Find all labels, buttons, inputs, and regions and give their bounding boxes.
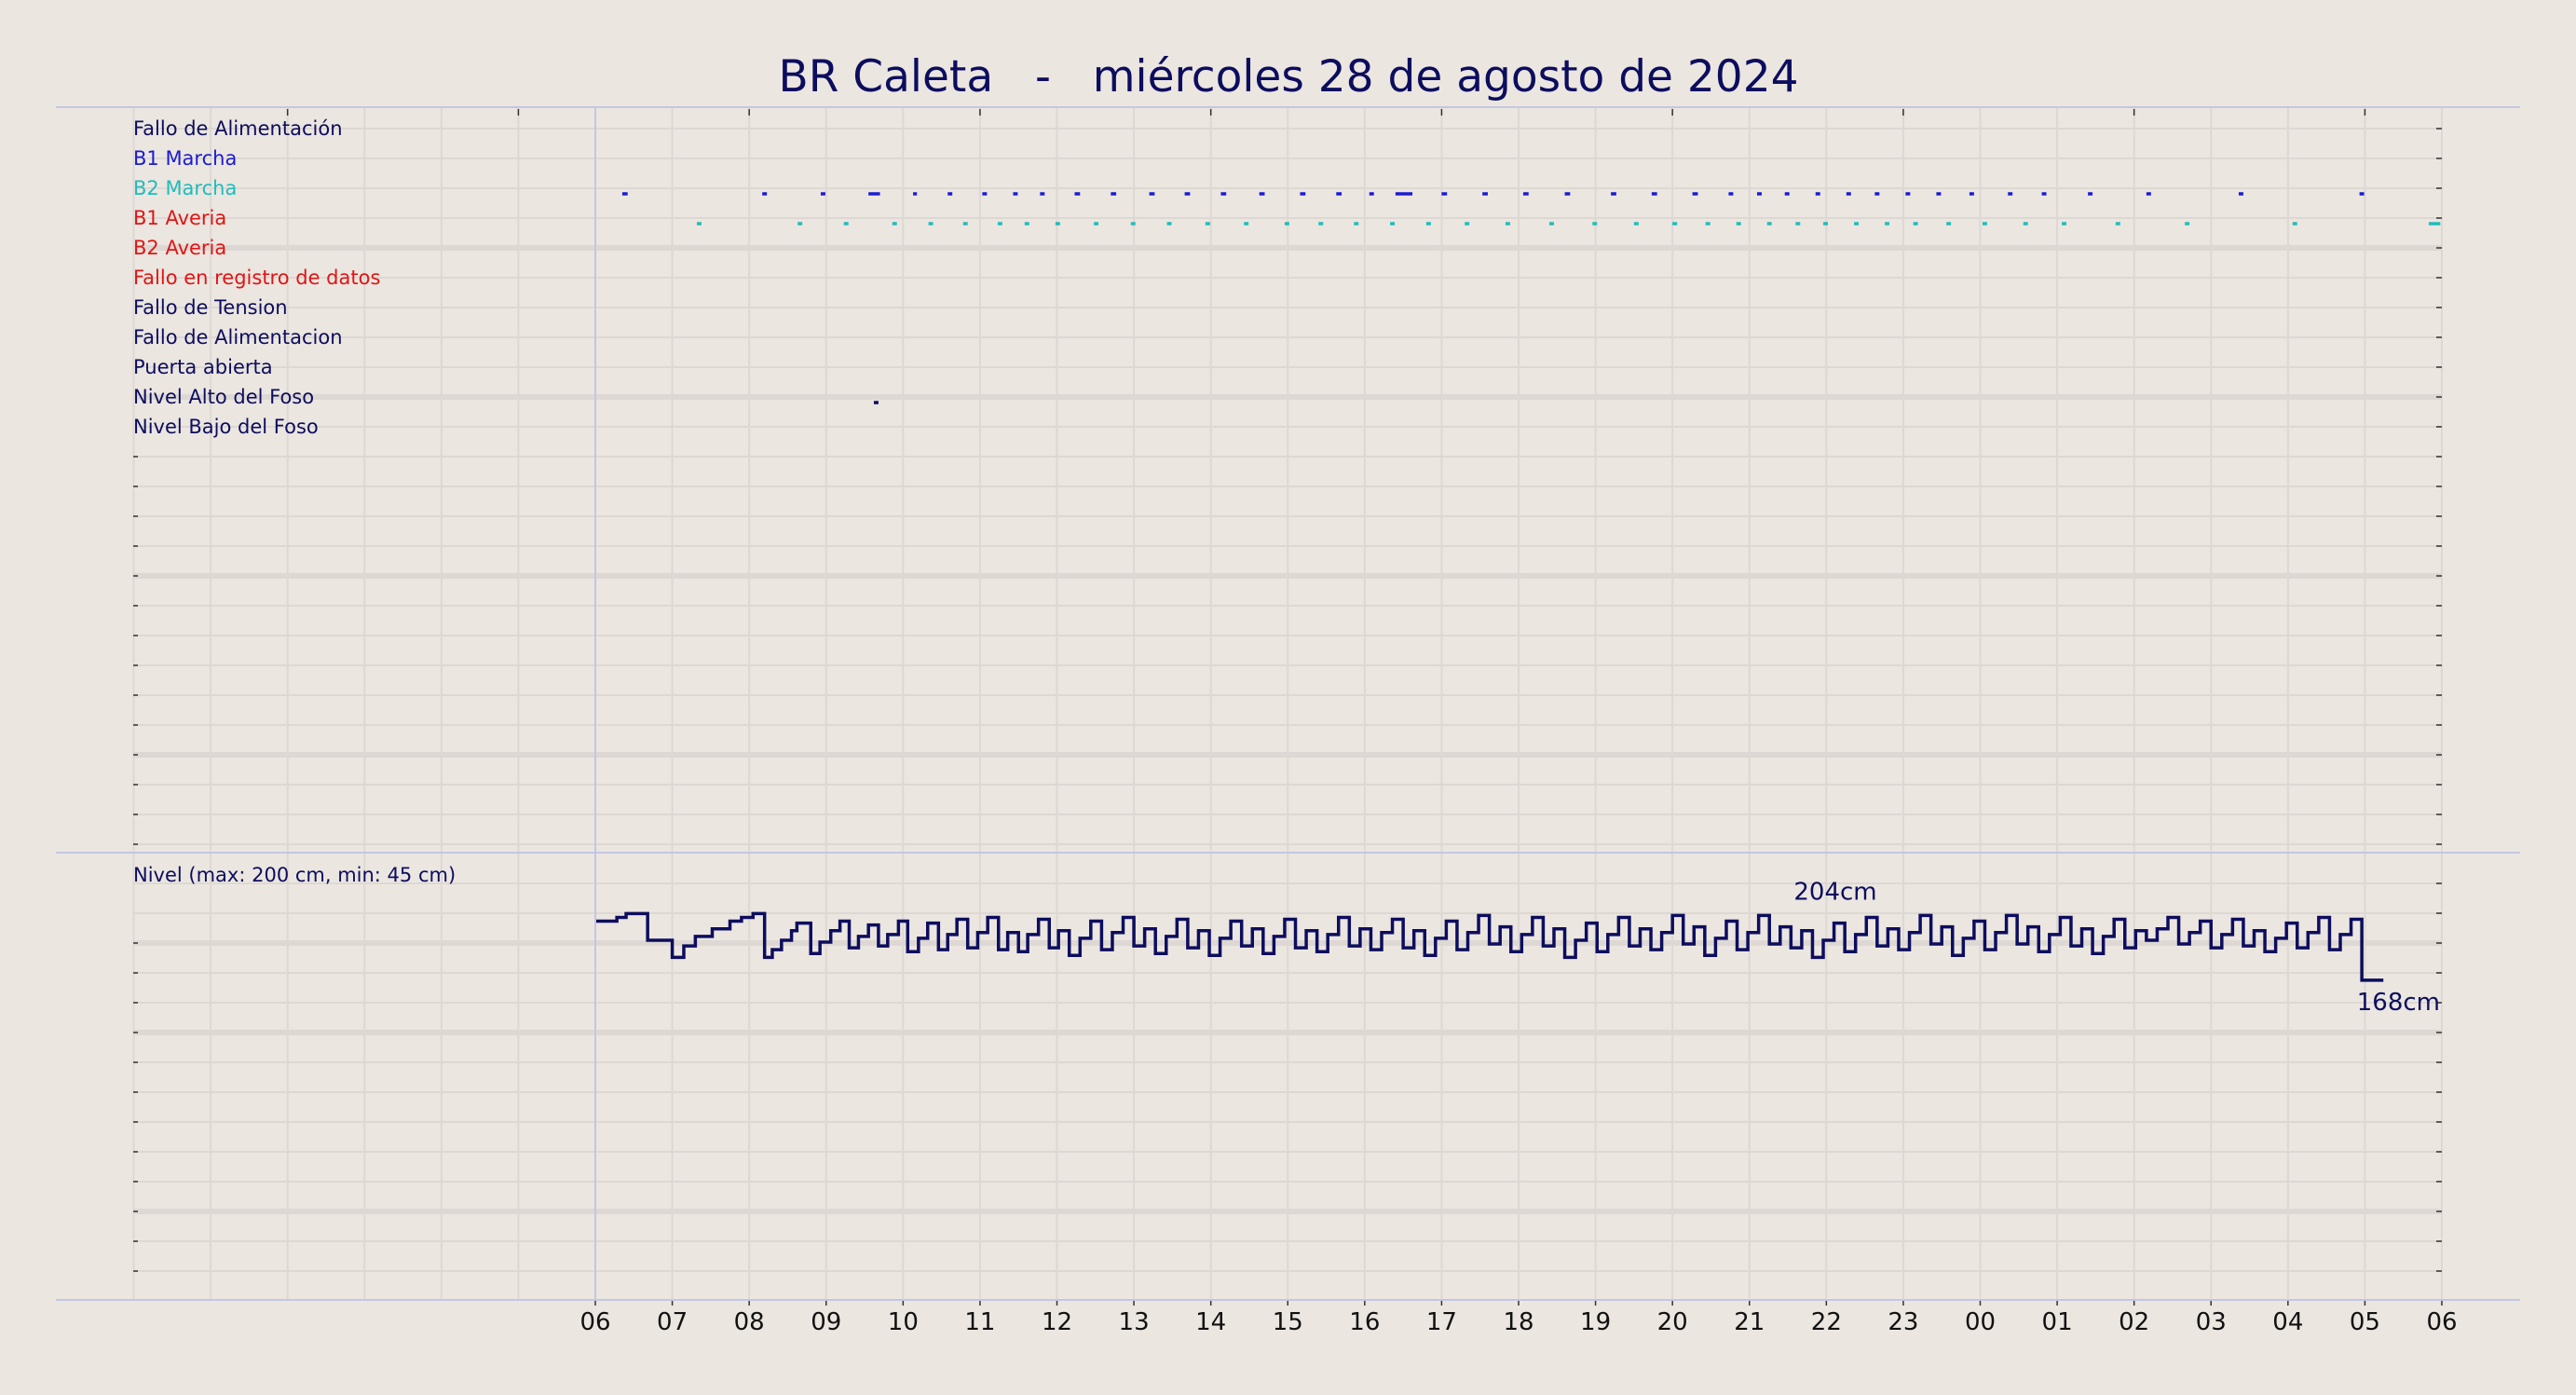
x-tick-label: 15 (1273, 1308, 1303, 1336)
x-tick-label: 06 (2426, 1308, 2457, 1336)
x-tick-label: 19 (1580, 1308, 1611, 1336)
x-tick-label: 17 (1426, 1308, 1457, 1336)
level-last-annotation: 168cm (2357, 989, 2440, 1017)
signal-label: B1 Averia (133, 207, 226, 229)
x-tick-label: 21 (1734, 1308, 1765, 1336)
signals-panel: Fallo de Alimentación B1 Marcha B2 Marcha B… (133, 117, 2441, 438)
x-tick-label: 02 (2119, 1308, 2149, 1336)
x-tick-label: 10 (888, 1308, 919, 1336)
x-tick-label: 00 (1965, 1308, 1996, 1336)
signal-label: Nivel Bajo del Foso (133, 416, 319, 438)
panel-frames (56, 106, 2520, 1301)
signal-label: Fallo en registro de datos (133, 267, 380, 289)
signal-label: B2 Marcha (133, 177, 237, 199)
x-tick-label: 08 (734, 1308, 765, 1336)
x-tick-label: 09 (811, 1308, 841, 1336)
signal-label: Fallo de Alimentación (133, 117, 343, 140)
signal-label: B2 Averia (133, 237, 226, 259)
signal-label: Puerta abierta (133, 356, 273, 378)
x-tick-label: 23 (1888, 1308, 1918, 1336)
x-tick-label: 07 (657, 1308, 688, 1336)
chart-title: BR Caleta - miércoles 28 de agosto de 20… (778, 51, 1798, 103)
signal-label: Nivel Alto del Foso (133, 386, 314, 408)
x-tick-label: 04 (2272, 1308, 2303, 1336)
x-tick-label: 12 (1042, 1308, 1072, 1336)
x-tick-label: 11 (964, 1308, 995, 1336)
level-panel: Nivel (max: 200 cm, min: 45 cm) 204cm 16… (133, 864, 2440, 1017)
x-tick-label: 20 (1657, 1308, 1688, 1336)
x-tick-label: 16 (1349, 1308, 1380, 1336)
grid (132, 107, 2443, 1300)
x-tick-label: 01 (2042, 1308, 2073, 1336)
level-series-line (595, 911, 2384, 982)
x-axis: 06 07 08 09 10 11 12 13 14 15 16 17 18 19 20 21 22 23 00 01… (579, 1300, 2458, 1336)
x-tick-label: 03 (2196, 1308, 2227, 1336)
x-tick-label: 18 (1503, 1308, 1533, 1336)
signal-label: Fallo de Tension (133, 296, 288, 319)
x-tick-label: 14 (1195, 1308, 1226, 1336)
x-tick-label: 13 (1119, 1308, 1150, 1336)
x-tick-label: 22 (1811, 1308, 1842, 1336)
level-max-annotation: 204cm (1793, 878, 1876, 906)
x-tick-label: 06 (579, 1308, 610, 1336)
signal-label: Fallo de Alimentacion (133, 326, 343, 349)
signal-label: B1 Marcha (133, 147, 237, 170)
x-tick-label: 05 (2350, 1308, 2380, 1336)
level-panel-label: Nivel (max: 200 cm, min: 45 cm) (133, 864, 456, 886)
